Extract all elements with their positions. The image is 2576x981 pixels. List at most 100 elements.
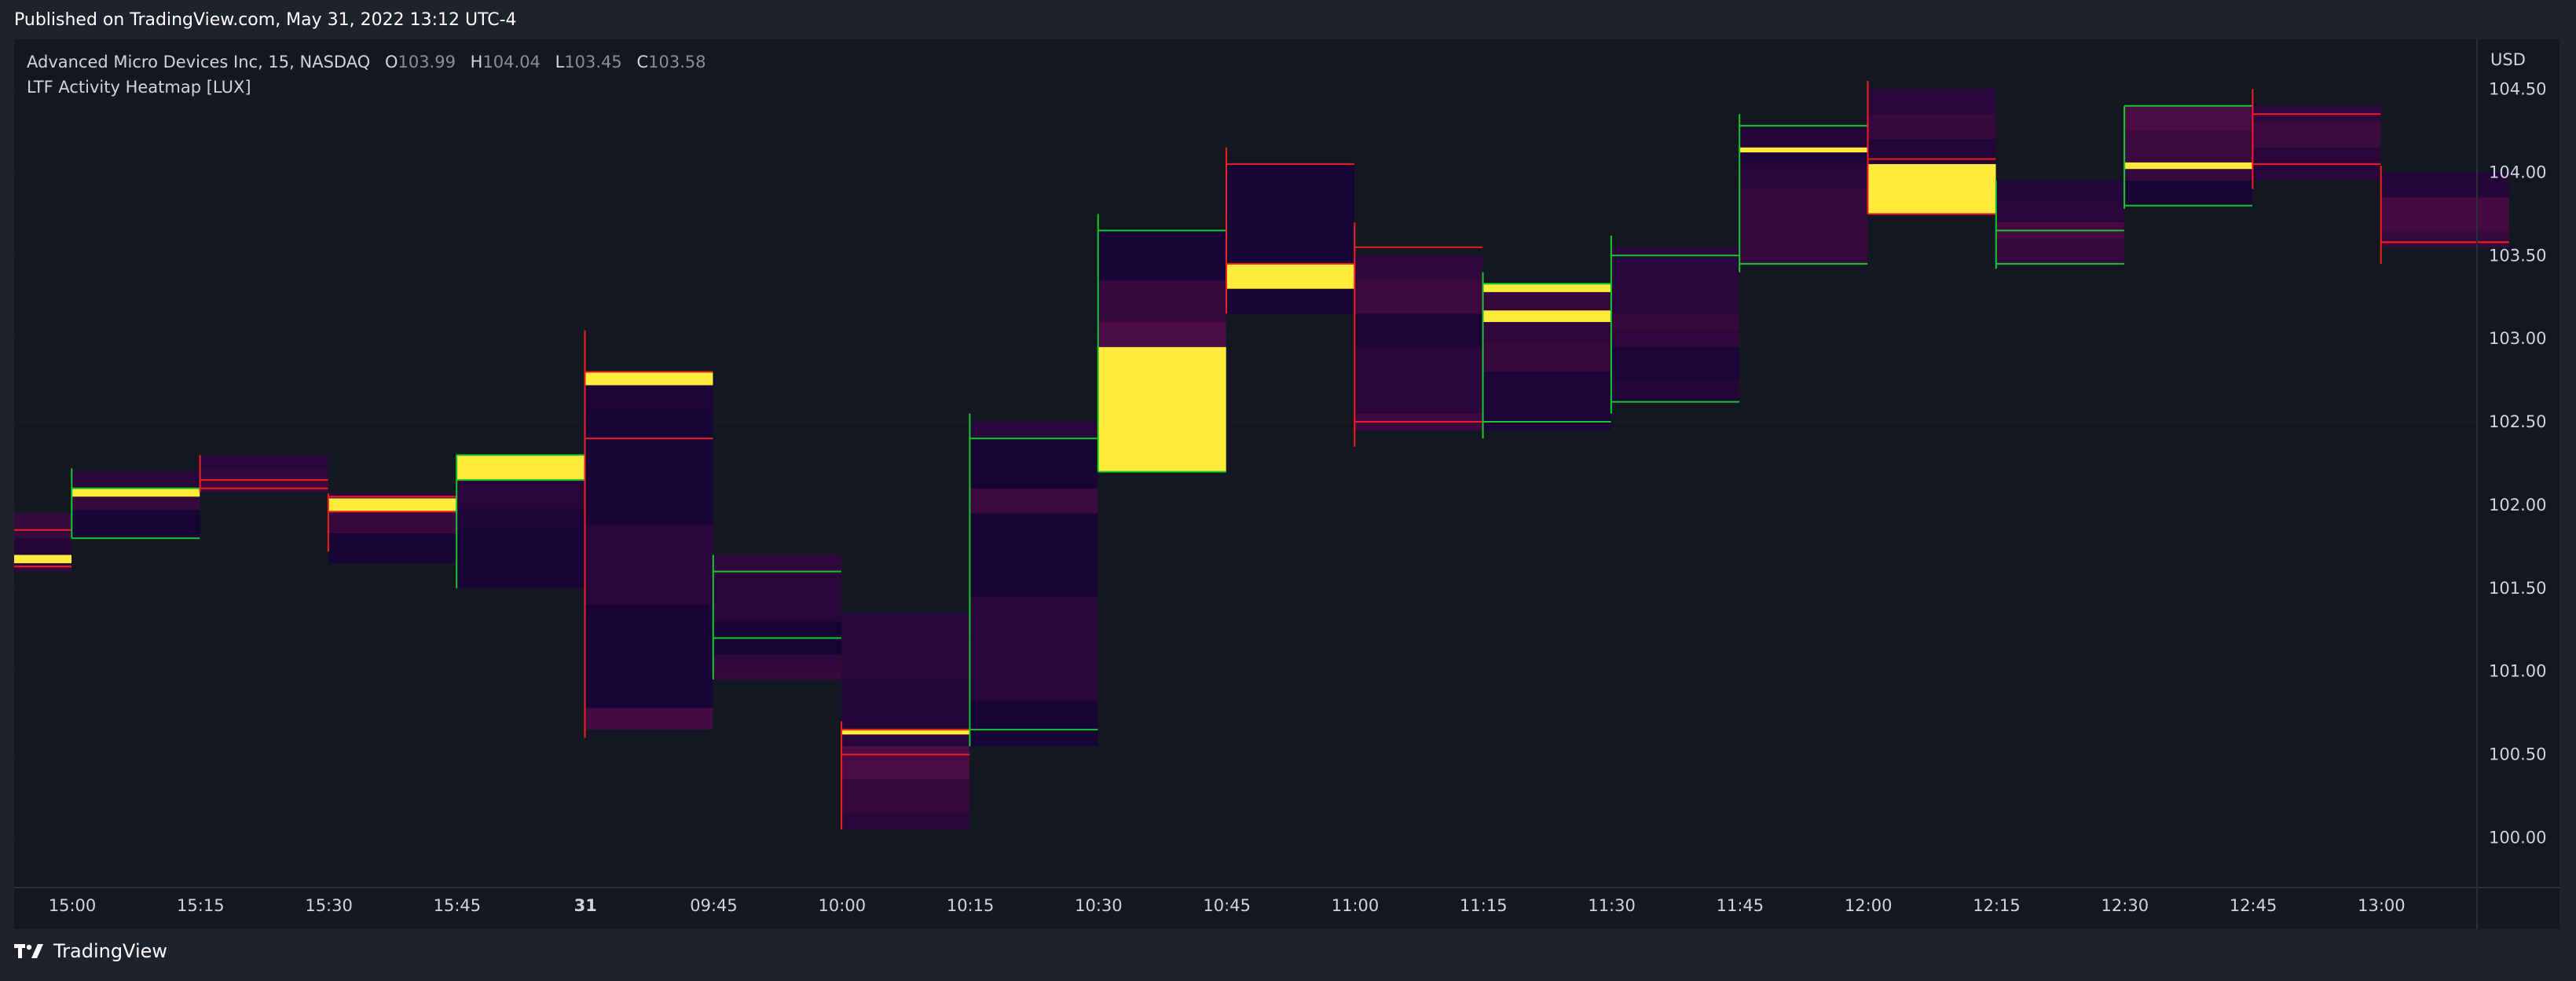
heatmap-bar	[199, 455, 328, 492]
heatmap-cell	[1867, 114, 1996, 140]
footer-bar: TradingView	[0, 929, 2576, 981]
heatmap-cell	[1482, 342, 1611, 372]
heatmap-chart[interactable]: USD 100.00 100.50 101.00 101.50 102.00 102.50…	[0, 39, 2560, 929]
legend-low-label: L	[555, 53, 565, 71]
heatmap-cell	[1610, 313, 1739, 331]
heatmap-bar	[1739, 114, 1868, 273]
heatmap-cell	[1482, 322, 1611, 342]
heatmap-cell	[2380, 230, 2509, 247]
heatmap-cell	[2380, 172, 2509, 198]
heatmap-cell	[200, 455, 328, 469]
price-axis[interactable]: 100.00 100.50 101.00 101.50 102.00 102.50 103.…	[2489, 80, 2546, 847]
heatmap-cell	[1867, 139, 1996, 164]
heatmap-cell	[841, 746, 970, 780]
heatmap-cell	[2124, 130, 2253, 163]
heatmap-cell	[1739, 126, 1868, 148]
heatmap-cell	[841, 812, 970, 829]
heatmap-cell	[1739, 163, 1868, 189]
heatmap-cell	[1226, 263, 1354, 289]
heatmap-cell	[1610, 346, 1739, 381]
heatmap-cell	[2252, 122, 2381, 148]
legend-open-label: O	[385, 53, 398, 71]
heatmap-cell	[1097, 346, 1226, 472]
time-tick-label: 09:45	[690, 896, 738, 915]
heatmap-bar	[327, 493, 456, 564]
bars-layer	[0, 80, 2509, 829]
heatmap-bar	[2252, 89, 2381, 189]
time-tick-label: 11:00	[1332, 896, 1380, 915]
legend-open-value: 103.99	[398, 53, 455, 71]
time-tick-label: 10:45	[1203, 896, 1251, 915]
heatmap-cell	[2124, 169, 2253, 181]
heatmap-cell	[584, 525, 713, 605]
tradingview-logo-icon	[14, 944, 43, 958]
time-axis[interactable]: 15:00 15:15 15:30 15:45 31 09:45 10:00 10:15 10:…	[49, 896, 2406, 915]
time-tick-label: 12:00	[1845, 896, 1893, 915]
heatmap-cell	[328, 493, 456, 499]
time-tick-label: 13:00	[2358, 896, 2406, 915]
publish-bar: Published on TradingView.com, May 31, 20…	[0, 0, 2576, 42]
heatmap-bar	[1226, 147, 1354, 314]
price-tick-label: 101.50	[2489, 579, 2546, 598]
heatmap-bar	[2123, 104, 2253, 209]
heatmap-cell	[1610, 380, 1739, 402]
heatmap-cell	[1610, 247, 1739, 281]
time-tick-label: 12:45	[2230, 896, 2277, 915]
heatmap-cell	[1995, 181, 2124, 198]
heatmap-cell	[200, 480, 328, 492]
price-tick-label: 101.00	[2489, 662, 2546, 681]
heatmap-bar	[71, 468, 200, 540]
heatmap-bar	[584, 330, 713, 738]
heatmap-cell	[1610, 330, 1739, 347]
heatmap-bar	[712, 555, 841, 680]
heatmap-cell	[584, 605, 713, 708]
heatmap-bar	[1995, 181, 2124, 269]
heatmap-cell	[1097, 280, 1226, 322]
heatmap-cell	[328, 498, 456, 512]
heatmap-cell	[328, 533, 456, 564]
heatmap-cell	[584, 708, 713, 730]
time-tick-label: 12:15	[1973, 896, 2021, 915]
heatmap-cell	[713, 654, 841, 672]
heatmap-cell	[200, 468, 328, 481]
heatmap-cell	[841, 779, 970, 813]
tradingview-logo[interactable]: TradingView	[14, 940, 167, 962]
time-tick-label: 11:45	[1717, 896, 1764, 915]
heatmap-cell	[969, 422, 1098, 439]
legend-low-value: 103.45	[564, 53, 621, 71]
chart-area[interactable]: USD 100.00 100.50 101.00 101.50 102.00 102.50…	[0, 39, 2560, 929]
heatmap-cell	[841, 679, 970, 730]
heatmap-cell	[1226, 214, 1354, 264]
heatmap-cell	[969, 596, 1098, 639]
heatmap-cell	[1482, 372, 1611, 430]
heatmap-cell	[841, 729, 970, 735]
heatmap-cell	[0, 538, 71, 555]
legend-high-value: 104.04	[482, 53, 540, 71]
indicator-label[interactable]: LTF Activity Heatmap [LUX]	[27, 78, 251, 97]
heatmap-cell	[0, 555, 71, 564]
currency-label: USD	[2490, 50, 2526, 69]
legend-high-label: H	[471, 53, 483, 71]
heatmap-cell	[0, 563, 71, 572]
heatmap-cell	[1995, 239, 2124, 264]
heatmap-cell	[71, 488, 200, 497]
heatmap-cell	[713, 574, 841, 622]
heatmap-cell	[1482, 310, 1611, 322]
heatmap-bar	[1610, 235, 1739, 414]
heatmap-cell	[969, 638, 1098, 701]
heatmap-cell	[1739, 152, 1868, 164]
heatmap-cell	[584, 372, 713, 386]
price-tick-label: 102.50	[2489, 412, 2546, 431]
published-text: Published on TradingView.com, May 31, 20…	[14, 10, 517, 30]
heatmap-cell	[456, 529, 585, 588]
heatmap-cell	[1867, 163, 1996, 214]
heatmap-cell	[1867, 89, 1996, 115]
heatmap-cell	[71, 510, 200, 539]
legend-close-value: 103.58	[648, 53, 705, 71]
price-tick-label: 100.50	[2489, 745, 2546, 764]
legend-line: Advanced Micro Devices Inc, 15, NASDAQ O…	[27, 53, 706, 71]
time-tick-label: 15:45	[434, 896, 482, 915]
heatmap-cell	[969, 488, 1098, 514]
heatmap-bar	[0, 513, 71, 572]
heatmap-cell	[1354, 346, 1483, 414]
